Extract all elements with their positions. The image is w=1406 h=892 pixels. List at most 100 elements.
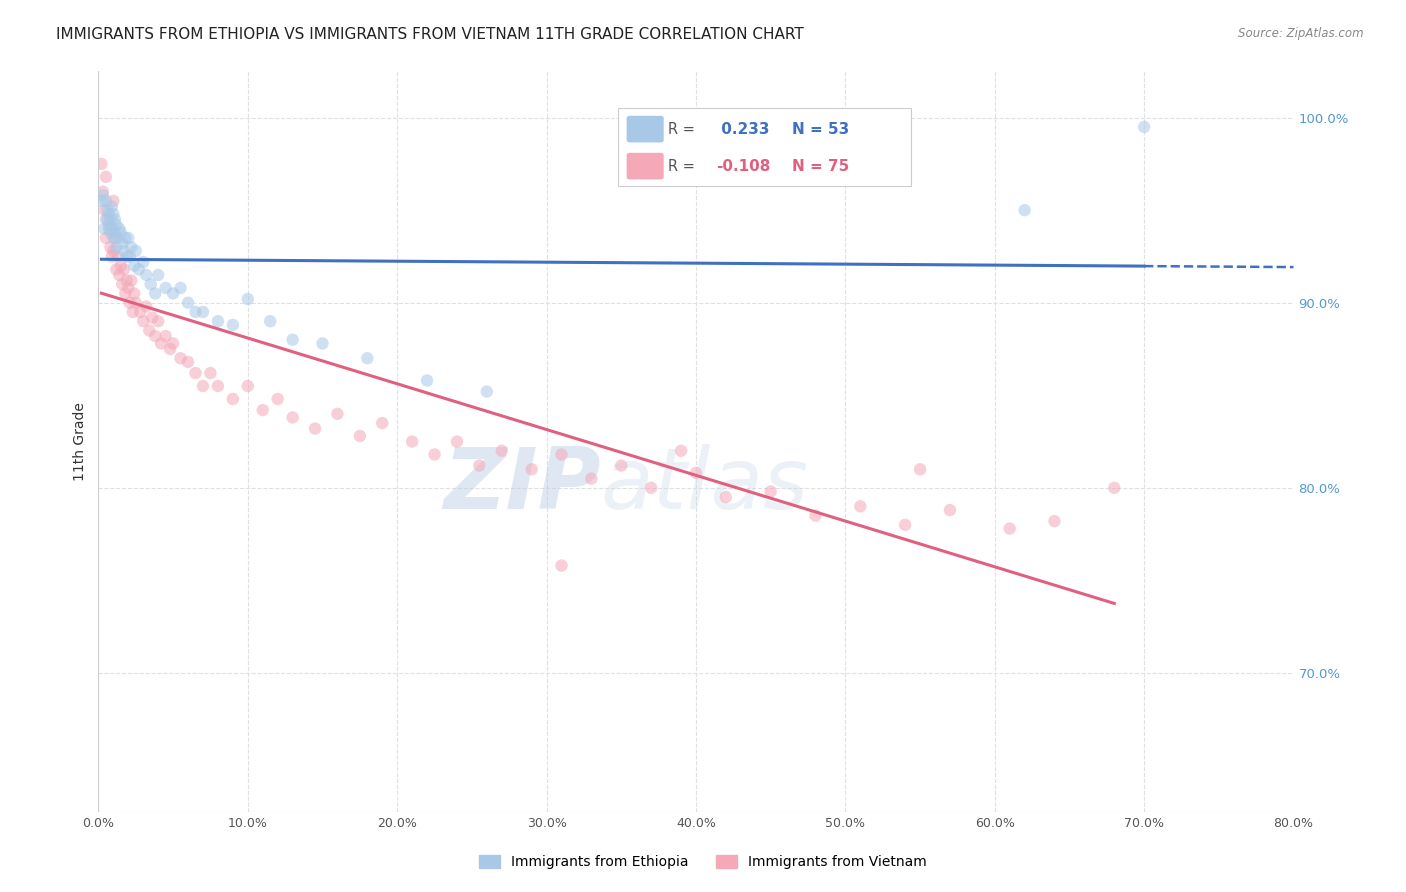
- Point: [124, 286, 146, 301]
- Point: [169, 351, 191, 366]
- Text: atlas: atlas: [600, 444, 808, 527]
- Point: [104, 231, 127, 245]
- Point: [94, 231, 117, 245]
- Text: R =: R =: [668, 121, 700, 136]
- Point: [155, 329, 177, 343]
- Point: [90, 194, 112, 208]
- Point: [423, 448, 446, 462]
- Point: [125, 244, 148, 258]
- Point: [103, 194, 125, 208]
- Point: [98, 240, 122, 254]
- Point: [311, 336, 333, 351]
- Point: [94, 169, 117, 184]
- Point: [103, 231, 125, 245]
- Point: [139, 277, 162, 292]
- Point: [132, 255, 155, 269]
- Point: [91, 185, 114, 199]
- Point: [550, 558, 572, 573]
- Point: [1043, 514, 1066, 528]
- FancyBboxPatch shape: [627, 153, 664, 179]
- FancyBboxPatch shape: [627, 116, 664, 143]
- FancyBboxPatch shape: [619, 109, 911, 186]
- Point: [184, 366, 207, 380]
- Point: [101, 249, 124, 263]
- Point: [849, 500, 872, 514]
- Text: -0.108: -0.108: [716, 159, 770, 174]
- Point: [162, 286, 184, 301]
- Point: [162, 336, 184, 351]
- Point: [169, 281, 191, 295]
- Point: [685, 466, 707, 480]
- Point: [117, 281, 139, 295]
- Point: [326, 407, 349, 421]
- Text: ZIP: ZIP: [443, 444, 600, 527]
- Point: [1014, 203, 1036, 218]
- Point: [135, 300, 157, 314]
- Point: [96, 212, 118, 227]
- Point: [939, 503, 962, 517]
- Point: [111, 277, 134, 292]
- Point: [191, 379, 214, 393]
- Point: [143, 329, 166, 343]
- Point: [120, 240, 142, 254]
- Point: [998, 522, 1021, 536]
- Point: [304, 421, 326, 435]
- Point: [103, 244, 125, 258]
- Point: [110, 259, 132, 273]
- Point: [143, 286, 166, 301]
- Point: [908, 462, 931, 476]
- Point: [101, 221, 124, 235]
- Point: [107, 249, 129, 263]
- Point: [138, 323, 160, 337]
- Point: [98, 226, 122, 240]
- Point: [550, 448, 572, 462]
- Point: [112, 244, 135, 258]
- Point: [125, 295, 148, 310]
- Legend: Immigrants from Ethiopia, Immigrants from Vietnam: Immigrants from Ethiopia, Immigrants fro…: [472, 848, 934, 876]
- Point: [108, 221, 131, 235]
- Point: [581, 471, 603, 485]
- Point: [96, 203, 118, 218]
- Point: [132, 314, 155, 328]
- Point: [97, 218, 120, 232]
- Point: [105, 218, 128, 232]
- Point: [371, 416, 394, 430]
- Point: [107, 231, 129, 245]
- Point: [111, 236, 134, 251]
- Text: Source: ZipAtlas.com: Source: ZipAtlas.com: [1239, 27, 1364, 40]
- Point: [222, 318, 245, 332]
- Point: [520, 462, 543, 476]
- Point: [200, 366, 222, 380]
- Point: [103, 207, 125, 221]
- Point: [446, 434, 468, 449]
- Point: [121, 305, 143, 319]
- Point: [98, 212, 122, 227]
- Point: [105, 262, 128, 277]
- Point: [184, 305, 207, 319]
- Point: [281, 333, 304, 347]
- Point: [135, 268, 157, 282]
- Point: [475, 384, 498, 399]
- Point: [117, 231, 139, 245]
- Point: [129, 305, 152, 319]
- Point: [177, 355, 200, 369]
- Point: [207, 314, 229, 328]
- Point: [1104, 481, 1126, 495]
- Point: [90, 157, 112, 171]
- Y-axis label: 11th Grade: 11th Grade: [73, 402, 87, 481]
- Point: [640, 481, 662, 495]
- Point: [894, 517, 917, 532]
- Point: [222, 392, 245, 406]
- Point: [191, 305, 214, 319]
- Point: [128, 262, 150, 277]
- Point: [114, 231, 136, 245]
- Point: [356, 351, 378, 366]
- Point: [236, 379, 259, 393]
- Point: [115, 249, 138, 263]
- Point: [252, 403, 274, 417]
- Point: [804, 508, 827, 523]
- Text: IMMIGRANTS FROM ETHIOPIA VS IMMIGRANTS FROM VIETNAM 11TH GRADE CORRELATION CHART: IMMIGRANTS FROM ETHIOPIA VS IMMIGRANTS F…: [56, 27, 804, 42]
- Text: 0.233: 0.233: [716, 121, 770, 136]
- Point: [491, 443, 513, 458]
- Point: [155, 281, 177, 295]
